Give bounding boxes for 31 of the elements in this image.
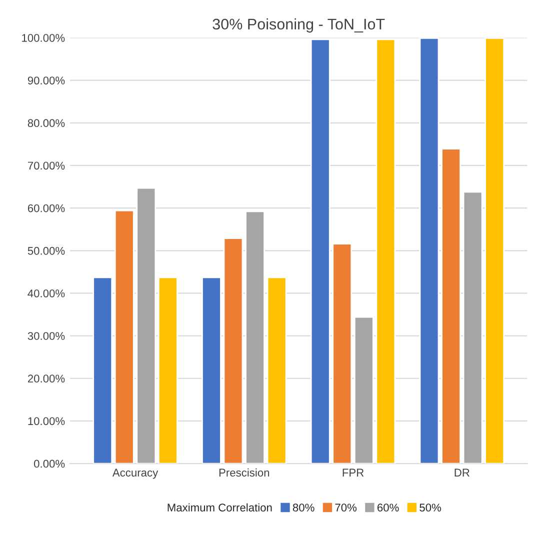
y-tick-label: 90.00% — [28, 76, 65, 84]
y-tick-label: 60.00% — [28, 204, 65, 212]
legend-label: 80% — [292, 504, 314, 512]
x-tick-label: Accuracy — [112, 468, 158, 479]
bar — [158, 276, 178, 464]
y-tick-label: 70.00% — [28, 162, 65, 170]
y-tick-label: 80.00% — [28, 119, 65, 128]
y-tick-label: 10.00% — [28, 417, 65, 426]
y-tick-label: 0.00% — [34, 460, 65, 468]
legend-label: 60% — [378, 504, 399, 512]
bar — [266, 276, 287, 464]
legend-label: 70% — [335, 504, 357, 512]
y-tick-label: 30.00% — [28, 332, 65, 340]
y-tick-label: 20.00% — [28, 374, 65, 383]
y-tick-label: 40.00% — [28, 289, 65, 298]
legend-label: 50% — [420, 504, 442, 512]
y-tick-label: 100.00% — [22, 34, 65, 42]
bar — [419, 38, 440, 464]
bar — [245, 210, 265, 464]
x-tick-label: FPR — [342, 468, 364, 476]
legend-title: Maximum Correlation — [168, 503, 272, 512]
chart-title: 30% Poisoning - ToN_IoT — [212, 18, 385, 33]
bar — [441, 148, 461, 464]
x-tick-label: DR — [454, 468, 470, 476]
bar — [462, 191, 483, 464]
x-tick-label: Prescision — [219, 468, 270, 477]
bar — [223, 238, 244, 464]
bar — [92, 276, 113, 464]
y-tick-label: 50.00% — [28, 246, 65, 255]
bar — [202, 276, 222, 464]
bar — [484, 38, 505, 464]
